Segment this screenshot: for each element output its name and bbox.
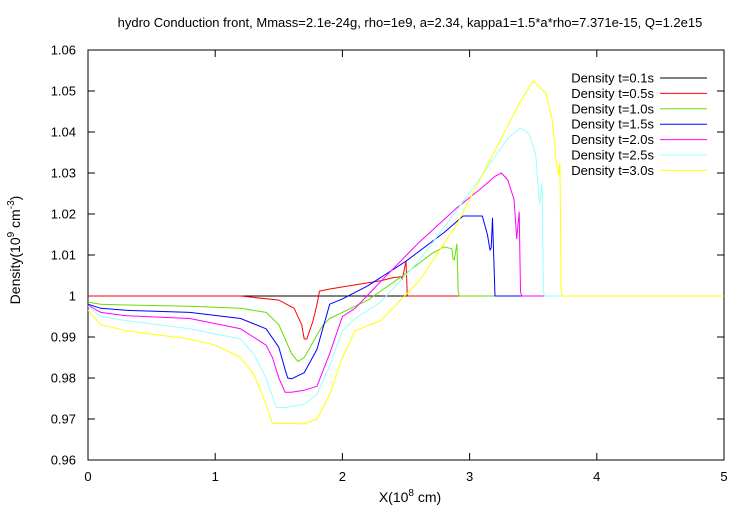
legend-label: Density t=0.1s	[571, 71, 654, 86]
x-tick-label: 2	[339, 469, 346, 484]
y-tick-label: 1.04	[51, 125, 76, 140]
x-axis-label: X(108 cm)	[379, 488, 441, 505]
y-tick-label: 0.98	[51, 371, 76, 386]
series-line-4	[87, 172, 724, 393]
series-line-3	[87, 215, 724, 380]
legend-label: Density t=3.0s	[571, 163, 654, 178]
x-tick-label: 3	[466, 469, 473, 484]
legend-label: Density t=0.5s	[571, 86, 654, 101]
legend-label: Density t=2.0s	[571, 132, 654, 147]
series-line-6	[87, 80, 724, 425]
y-tick-label: 1.05	[51, 84, 76, 99]
y-tick-label: 0.96	[51, 453, 76, 468]
y-axis-label: Density(109 cm-3)	[6, 196, 23, 305]
y-tick-label: 1.03	[51, 166, 76, 181]
y-tick-label: 1	[69, 289, 76, 304]
x-tick-label: 0	[84, 469, 91, 484]
y-tick-label: 1.01	[51, 248, 76, 263]
series-line-2	[87, 243, 724, 363]
legend-label: Density t=2.5s	[571, 148, 654, 163]
x-tick-label: 1	[212, 469, 219, 484]
series-line-1	[88, 260, 724, 340]
x-tick-label: 5	[720, 469, 727, 484]
legend-label: Density t=1.5s	[571, 117, 654, 132]
x-tick-label: 4	[593, 469, 600, 484]
y-tick-label: 0.99	[51, 330, 76, 345]
y-tick-label: 1.02	[51, 207, 76, 222]
chart-title: hydro Conduction front, Mmass=2.1e-24g, …	[118, 15, 703, 30]
x-axis: 0 1 2 3 4 5	[84, 50, 728, 484]
legend-label: Density t=1.0s	[571, 101, 654, 116]
y-axis: 0.96 0.97 0.98 0.99 1 1.01 1.02 1.03 1.04 1.05 1.0…	[51, 43, 724, 468]
series-line-5	[87, 127, 724, 408]
y-tick-label: 0.97	[51, 412, 76, 427]
series-lines	[87, 80, 724, 425]
y-tick-label: 1.06	[51, 43, 76, 58]
